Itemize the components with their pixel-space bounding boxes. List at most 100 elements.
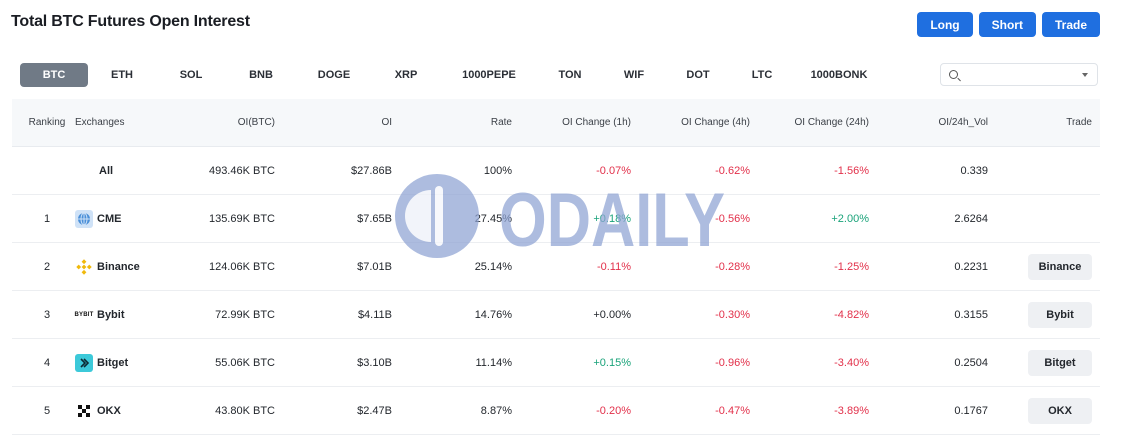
rank-cell bbox=[12, 147, 82, 194]
tab-ltc[interactable]: LTC bbox=[751, 69, 773, 81]
change-1h-cell: +0.00% bbox=[593, 308, 631, 321]
tab-wif[interactable]: WIF bbox=[623, 69, 645, 81]
open-interest-table: Ranking Exchanges OI(BTC) OI Rate OI Cha… bbox=[12, 99, 1100, 435]
oi-btc-cell: 124.06K BTC bbox=[208, 260, 275, 273]
col-trade: Trade bbox=[1066, 117, 1092, 128]
rate-cell: 25.14% bbox=[474, 260, 512, 273]
rank-cell: 1 bbox=[43, 212, 51, 225]
tab-xrp[interactable]: XRP bbox=[394, 69, 418, 81]
search-icon bbox=[949, 70, 958, 79]
tab-bnb[interactable]: BNB bbox=[249, 69, 273, 81]
trade-bitget-button[interactable]: Bitget bbox=[1028, 349, 1092, 376]
caret-down-icon bbox=[1082, 73, 1088, 77]
oi-cell: $7.65B bbox=[357, 212, 392, 225]
long-button[interactable]: Long bbox=[917, 12, 973, 37]
col-change-24h: OI Change (24h) bbox=[794, 117, 870, 128]
rate-cell: 8.87% bbox=[480, 404, 512, 417]
change-4h-cell: -0.56% bbox=[715, 212, 750, 225]
col-oi-vol: OI/24h_Vol bbox=[938, 117, 988, 128]
trade-cell: Bitget bbox=[992, 339, 1092, 386]
tab-sol[interactable]: SOL bbox=[179, 69, 203, 81]
table-body: All 493.46K BTC $27.86B 100% -0.07% -0.62% -1.… bbox=[12, 147, 1100, 435]
oi-vol-cell: 0.3155 bbox=[954, 308, 988, 321]
change-4h-cell: -0.96% bbox=[715, 356, 750, 369]
table-row: All 493.46K BTC $27.86B 100% -0.07% -0.62% -1.… bbox=[12, 147, 1100, 195]
change-24h-cell: -3.40% bbox=[834, 356, 869, 369]
tab-1000bonk[interactable]: 1000BONK bbox=[810, 69, 868, 81]
trade-okx-button[interactable]: OKX bbox=[1028, 397, 1092, 424]
oi-cell: $3.10B bbox=[357, 356, 392, 369]
col-rate: Rate bbox=[490, 117, 512, 128]
change-1h-cell: -0.07% bbox=[596, 164, 631, 177]
col-change-4h: OI Change (4h) bbox=[681, 117, 750, 128]
table-header: Ranking Exchanges OI(BTC) OI Rate OI Cha… bbox=[12, 99, 1100, 147]
trade-cell bbox=[992, 195, 1092, 242]
short-button[interactable]: Short bbox=[978, 12, 1036, 37]
rank-cell: 4 bbox=[43, 356, 51, 369]
col-change-1h: OI Change (1h) bbox=[562, 117, 631, 128]
exchange-cell: OKX bbox=[75, 387, 195, 434]
table-row: 2 Binance 124.06K BTC $7.01B 25.14% -0.11% -0.… bbox=[12, 243, 1100, 291]
exchange-cell: Bitget bbox=[75, 339, 195, 386]
exchange-cell: CME bbox=[75, 195, 195, 242]
table-row: 5 OKX 43.80K BTC $2.47B 8.87% -0.20% -0.47% -3.… bbox=[12, 387, 1100, 435]
change-4h-cell: -0.28% bbox=[715, 260, 750, 273]
trade-cell: OKX bbox=[992, 387, 1092, 434]
exchange-cell: Binance bbox=[75, 243, 195, 290]
rank-cell: 2 bbox=[43, 260, 51, 273]
exchange-cell: BYBIT Bybit bbox=[75, 291, 195, 338]
exchange-name: OKX bbox=[97, 404, 121, 417]
change-1h-cell: -0.20% bbox=[596, 404, 631, 417]
coin-tabs: BTC ETH SOL BNB DOGE XRP 1000PEPE TON WIF DOT LTC 1… bbox=[20, 63, 884, 87]
oi-btc-cell: 135.69K BTC bbox=[208, 212, 275, 225]
action-buttons: Long Short Trade bbox=[917, 12, 1100, 37]
rate-cell: 14.76% bbox=[474, 308, 512, 321]
exchange-name: Bitget bbox=[97, 356, 129, 369]
col-exchanges: Exchanges bbox=[75, 117, 125, 128]
oi-btc-cell: 43.80K BTC bbox=[215, 404, 275, 417]
page-title: Total BTC Futures Open Interest bbox=[11, 13, 250, 30]
tab-doge[interactable]: DOGE bbox=[317, 69, 351, 81]
col-oi-btc: OI(BTC) bbox=[237, 117, 275, 128]
oi-cell: $4.11B bbox=[357, 308, 392, 321]
change-1h-cell: +0.15% bbox=[593, 356, 631, 369]
col-ranking: Ranking bbox=[28, 117, 66, 128]
change-24h-cell: -4.82% bbox=[834, 308, 869, 321]
rank-cell: 3 bbox=[43, 308, 51, 321]
exchange-name: Bybit bbox=[97, 308, 125, 321]
search-select[interactable] bbox=[940, 63, 1098, 86]
exchange-cell: All bbox=[75, 147, 195, 194]
tab-1000pepe[interactable]: 1000PEPE bbox=[462, 69, 516, 81]
exchange-name: CME bbox=[97, 212, 122, 225]
rate-cell: 27.45% bbox=[474, 212, 512, 225]
tab-eth[interactable]: ETH bbox=[111, 69, 133, 81]
oi-cell: $7.01B bbox=[357, 260, 392, 273]
change-24h-cell: -1.25% bbox=[834, 260, 869, 273]
tab-btc[interactable]: BTC bbox=[20, 63, 88, 87]
trade-binance-button[interactable]: Binance bbox=[1028, 253, 1092, 280]
change-4h-cell: -0.62% bbox=[715, 164, 750, 177]
trade-bybit-button[interactable]: Bybit bbox=[1028, 301, 1092, 328]
oi-vol-cell: 0.2504 bbox=[954, 356, 988, 369]
oi-cell: $27.86B bbox=[351, 164, 392, 177]
change-4h-cell: -0.47% bbox=[715, 404, 750, 417]
change-24h-cell: -3.89% bbox=[834, 404, 869, 417]
change-1h-cell: +0.18% bbox=[593, 212, 631, 225]
oi-vol-cell: 0.2231 bbox=[954, 260, 988, 273]
trade-button[interactable]: Trade bbox=[1041, 12, 1100, 37]
bitget-logo-icon bbox=[75, 353, 93, 372]
bybit-logo-icon: BYBIT bbox=[74, 311, 94, 318]
okx-logo-icon bbox=[75, 402, 93, 420]
binance-logo-icon bbox=[75, 258, 93, 276]
change-4h-cell: -0.30% bbox=[715, 308, 750, 321]
rank-cell: 5 bbox=[43, 404, 51, 417]
change-24h-cell: +2.00% bbox=[831, 212, 869, 225]
tab-ton[interactable]: TON bbox=[558, 69, 582, 81]
tab-dot[interactable]: DOT bbox=[686, 69, 710, 81]
table-row: 3 BYBIT Bybit 72.99K BTC $4.11B 14.76% +0.00% -… bbox=[12, 291, 1100, 339]
table-row: 4 Bitget 55.06K BTC $3.10B 11.14% +0.15% -0.96… bbox=[12, 339, 1100, 387]
trade-cell bbox=[992, 147, 1092, 194]
rate-cell: 100% bbox=[483, 164, 512, 177]
exchange-name: Binance bbox=[97, 260, 140, 273]
oi-vol-cell: 0.339 bbox=[960, 164, 988, 177]
